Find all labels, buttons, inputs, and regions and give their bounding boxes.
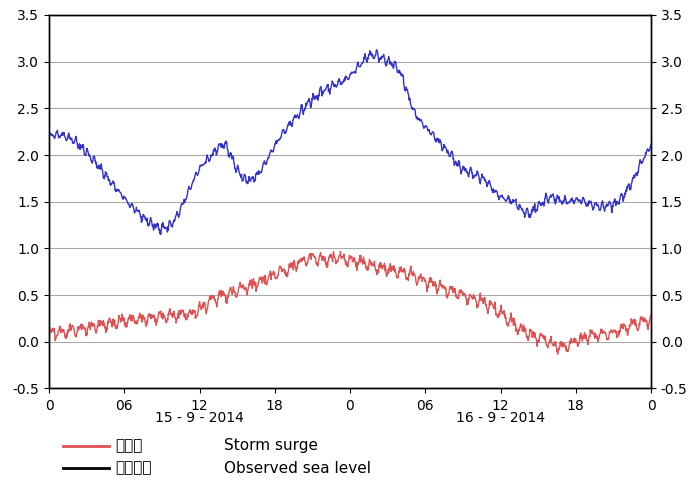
Text: 15 - 9 - 2014: 15 - 9 - 2014 (155, 411, 244, 425)
Text: 16 - 9 - 2014: 16 - 9 - 2014 (456, 411, 545, 425)
Text: 風暴潮: 風暴潮 (116, 438, 143, 453)
Text: 實測潮位: 實測潮位 (116, 461, 152, 476)
Text: Observed sea level: Observed sea level (224, 461, 371, 476)
Text: Storm surge: Storm surge (224, 438, 318, 453)
